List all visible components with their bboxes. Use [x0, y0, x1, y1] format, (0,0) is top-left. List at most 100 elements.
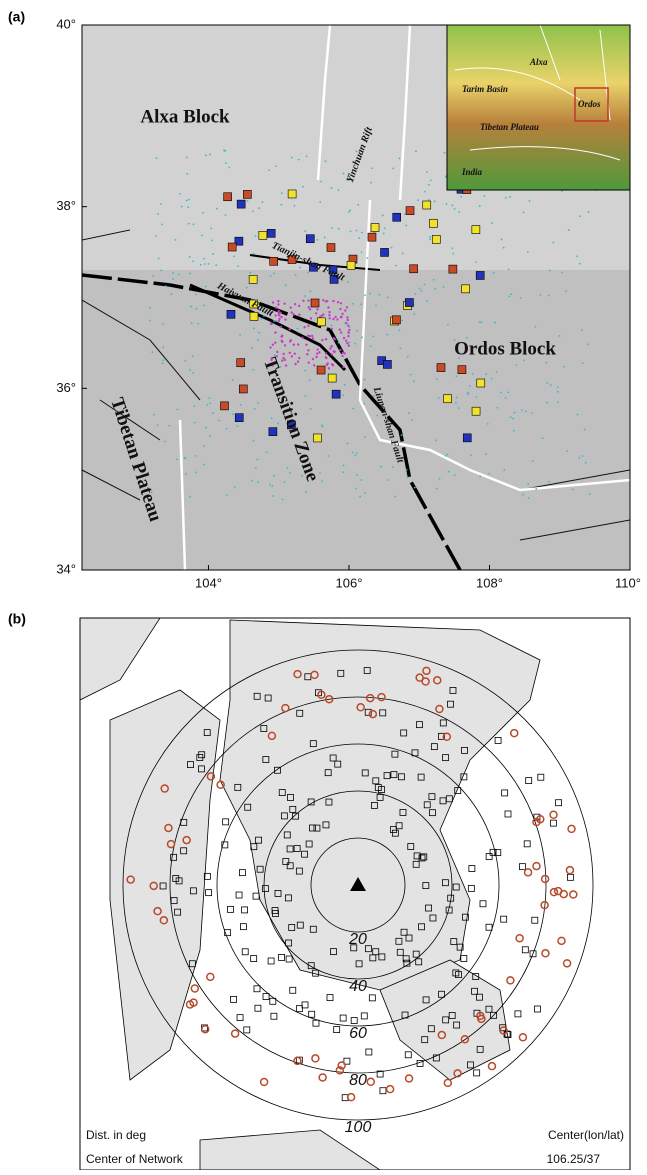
y-tick-label: 38° — [56, 198, 76, 213]
seismic-dot — [453, 474, 456, 477]
station — [310, 298, 320, 308]
event-square — [254, 1004, 262, 1012]
event-square — [461, 746, 468, 754]
seismic-dot — [319, 471, 321, 474]
event-circle — [460, 1034, 470, 1044]
event-square — [337, 669, 345, 677]
seismic-dot — [364, 491, 366, 494]
event-circle — [541, 949, 550, 958]
seismic-dot — [232, 255, 235, 258]
seismic-dot — [360, 479, 363, 481]
seismic-dot — [580, 329, 583, 331]
seismic-dot — [283, 481, 286, 484]
cluster-dot — [271, 364, 274, 367]
cluster-dot — [329, 347, 332, 350]
seismic-dot — [454, 401, 457, 404]
seismic-dot — [330, 324, 333, 327]
station — [249, 299, 258, 309]
seismic-dot — [451, 247, 454, 250]
seismic-dot — [480, 321, 483, 324]
event-square — [350, 1017, 358, 1024]
seismic-dot — [224, 214, 227, 217]
seismic-dot — [495, 371, 498, 374]
station — [405, 298, 414, 307]
event-square — [439, 719, 447, 727]
seismic-dot — [301, 474, 303, 477]
seismic-dot — [346, 442, 349, 445]
cluster-dot — [306, 334, 310, 338]
station — [305, 234, 315, 244]
seismic-dot — [232, 413, 234, 415]
x-tick-label: 110° — [615, 575, 641, 590]
cluster-dot — [269, 312, 272, 315]
panel-label: (b) — [8, 611, 26, 627]
seismic-dot — [488, 472, 491, 475]
event-square — [307, 962, 315, 970]
cluster-dot — [292, 313, 295, 316]
event-square — [198, 765, 205, 773]
station — [227, 242, 237, 252]
study-area — [574, 87, 609, 122]
relief — [82, 270, 630, 570]
event-square — [468, 865, 476, 872]
event-circle — [346, 1092, 356, 1102]
seismic-dot — [503, 469, 506, 472]
cluster-dot — [280, 315, 283, 319]
seismic-dot — [209, 402, 212, 405]
event-square — [534, 1005, 541, 1013]
cluster-dot — [301, 336, 304, 339]
seismic-dot — [205, 154, 207, 157]
seismic-dot — [258, 207, 261, 210]
cluster-dot — [342, 336, 346, 340]
cluster-dot — [307, 299, 310, 302]
seismic-dot — [545, 361, 548, 364]
land — [109, 689, 221, 1081]
seismic-dot — [251, 479, 254, 482]
event-square — [274, 890, 282, 897]
event-square — [285, 894, 292, 902]
footer-text: Center(lon/lat) — [548, 1128, 624, 1142]
seismic-dot — [190, 305, 193, 308]
seismic-dot — [556, 386, 559, 389]
fault — [82, 229, 630, 541]
event-circle — [311, 1054, 320, 1063]
seismic-dot — [359, 495, 362, 498]
seismic-dot — [269, 483, 271, 486]
seismic-dot — [331, 227, 334, 230]
event-circle — [166, 839, 176, 849]
seismic-dot — [228, 166, 231, 169]
event-square — [432, 1054, 440, 1062]
event-square — [371, 802, 378, 809]
seismic-dot — [412, 380, 415, 383]
station — [249, 312, 259, 321]
cluster-dot — [328, 317, 331, 320]
seismic-dot — [189, 495, 192, 498]
cluster-dot — [309, 317, 313, 320]
cluster-dot — [326, 299, 329, 303]
seismic-dot — [210, 239, 213, 242]
seismic-dot — [527, 497, 530, 500]
seismic-dot — [356, 452, 359, 454]
seismic-dot — [305, 491, 307, 493]
event-square — [289, 805, 297, 813]
event-circle — [565, 865, 575, 875]
seismic-dot — [433, 200, 436, 203]
event-square — [312, 1019, 320, 1027]
event-square — [514, 1010, 522, 1018]
station — [316, 365, 326, 375]
event-square — [221, 841, 229, 849]
seismic-dot — [401, 319, 404, 322]
cluster-dot — [271, 301, 275, 304]
seismic-dot — [466, 336, 468, 339]
seismic-dot — [188, 255, 191, 258]
seismic-dot — [522, 211, 525, 214]
seismic-dot — [194, 293, 197, 296]
seismic-dot — [193, 421, 196, 424]
map-label: Alxa Block — [140, 106, 230, 127]
seismic-dot — [471, 372, 474, 375]
seismic-dot — [346, 281, 349, 283]
seismic-dot — [578, 456, 581, 459]
event-square — [286, 862, 294, 870]
cluster-dot — [282, 356, 285, 360]
cluster-dot — [297, 304, 301, 308]
